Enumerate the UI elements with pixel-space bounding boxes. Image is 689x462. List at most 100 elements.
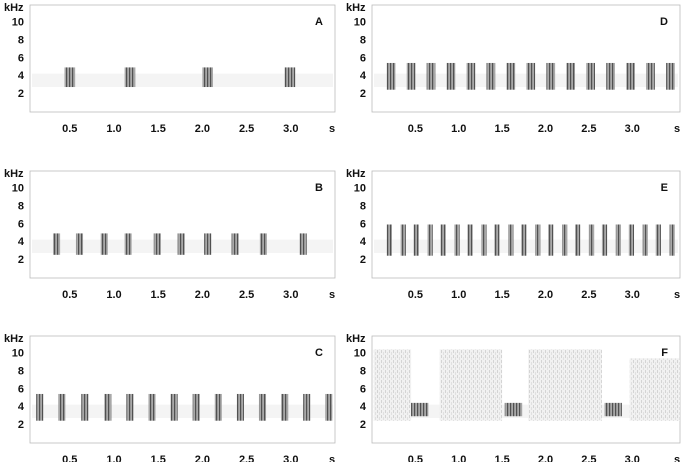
pulse xyxy=(52,233,61,255)
pulse xyxy=(36,393,44,421)
pulse xyxy=(231,233,239,255)
pulse xyxy=(386,62,396,90)
y-tick-label: 2 xyxy=(18,88,24,100)
x-tick-label: 1.0 xyxy=(451,123,466,135)
pulse xyxy=(153,233,161,255)
pulse xyxy=(81,393,89,421)
y-axis-label: kHz xyxy=(346,168,366,180)
x-tick-label: 1.0 xyxy=(451,454,466,462)
y-tick-label: 6 xyxy=(18,218,24,230)
x-tick-label: 2.5 xyxy=(581,123,596,135)
y-tick-label: 6 xyxy=(18,383,24,395)
pulse xyxy=(100,233,108,255)
y-tick-label: 10 xyxy=(12,17,24,29)
pulse xyxy=(284,67,296,88)
x-tick-label: 2.5 xyxy=(239,289,254,301)
pulse xyxy=(481,224,487,256)
pulse xyxy=(546,62,556,90)
x-tick-label: 1.0 xyxy=(106,289,121,301)
pulse xyxy=(177,233,185,255)
y-tick-label: 10 xyxy=(12,183,24,195)
panel-label: A xyxy=(315,16,323,28)
pulse xyxy=(75,233,84,255)
y-tick-label: 10 xyxy=(12,348,24,360)
pulse xyxy=(258,393,267,421)
x-tick-label: 2.0 xyxy=(195,289,210,301)
y-axis-label: kHz xyxy=(346,2,366,14)
x-tick-label: 0.5 xyxy=(408,289,423,301)
pulse xyxy=(204,233,212,255)
pulse xyxy=(126,393,134,421)
x-tick-label: 3.0 xyxy=(283,123,298,135)
x-tick-label: 0.5 xyxy=(62,123,77,135)
y-tick-label: 10 xyxy=(354,17,366,29)
pulse xyxy=(494,224,500,256)
pulse xyxy=(400,224,406,256)
y-tick-label: 4 xyxy=(360,401,367,413)
x-tick-label: 2.5 xyxy=(239,123,254,135)
x-tick-label: 1.5 xyxy=(151,123,166,135)
panel-label: F xyxy=(661,347,668,359)
pulse xyxy=(526,62,536,90)
x-tick-label: 2.5 xyxy=(581,454,596,462)
x-axis-label: s xyxy=(674,289,680,301)
pulse xyxy=(586,62,595,90)
pulse xyxy=(628,224,635,256)
panel-frame xyxy=(371,4,681,113)
pulse xyxy=(588,224,595,256)
y-tick-label: 2 xyxy=(18,254,24,266)
pulse xyxy=(646,62,655,90)
panel-label: E xyxy=(661,182,668,194)
y-tick-label: 10 xyxy=(354,183,366,195)
pulse xyxy=(303,393,311,421)
pulse xyxy=(666,62,675,90)
x-tick-label: 2.0 xyxy=(195,123,210,135)
pulse xyxy=(615,224,622,256)
x-axis-label: s xyxy=(329,123,335,135)
pulse xyxy=(562,224,568,256)
x-tick-label: 0.5 xyxy=(408,123,423,135)
y-tick-label: 6 xyxy=(18,52,24,64)
pulse xyxy=(427,224,433,256)
panel-label: D xyxy=(660,16,668,28)
pulse xyxy=(236,393,244,421)
y-axis-label: kHz xyxy=(4,2,24,14)
pulse xyxy=(325,393,333,421)
y-tick-label: 2 xyxy=(360,88,366,100)
x-tick-label: 1.5 xyxy=(494,123,509,135)
pulse xyxy=(535,224,541,256)
x-axis-label: s xyxy=(329,454,335,462)
pulse xyxy=(281,393,289,421)
pulse xyxy=(170,393,178,421)
x-tick-label: 1.5 xyxy=(494,289,509,301)
pulse xyxy=(467,224,473,256)
x-axis-label: s xyxy=(674,123,680,135)
pulse xyxy=(486,62,496,90)
pulse xyxy=(466,62,476,90)
x-tick-label: 1.5 xyxy=(151,454,166,462)
y-tick-label: 4 xyxy=(18,70,25,82)
x-tick-label: 2.0 xyxy=(538,289,553,301)
pulse xyxy=(669,224,675,256)
y-tick-label: 6 xyxy=(360,52,366,64)
x-tick-label: 2.0 xyxy=(538,123,553,135)
x-tick-label: 0.5 xyxy=(408,454,423,462)
y-tick-label: 8 xyxy=(18,35,24,47)
y-tick-label: 8 xyxy=(360,366,366,378)
pulse xyxy=(411,402,429,417)
y-tick-label: 6 xyxy=(360,383,366,395)
noise-block xyxy=(373,349,412,421)
x-tick-label: 0.5 xyxy=(62,289,77,301)
y-axis-label: kHz xyxy=(4,168,24,180)
pulse xyxy=(58,393,66,421)
x-tick-label: 3.0 xyxy=(625,289,640,301)
pulse xyxy=(606,62,615,90)
background-band xyxy=(32,73,333,88)
pulse xyxy=(504,402,523,417)
pulse xyxy=(575,224,581,256)
pulse xyxy=(454,224,460,256)
noise-block xyxy=(528,349,602,421)
y-tick-label: 4 xyxy=(18,401,25,413)
